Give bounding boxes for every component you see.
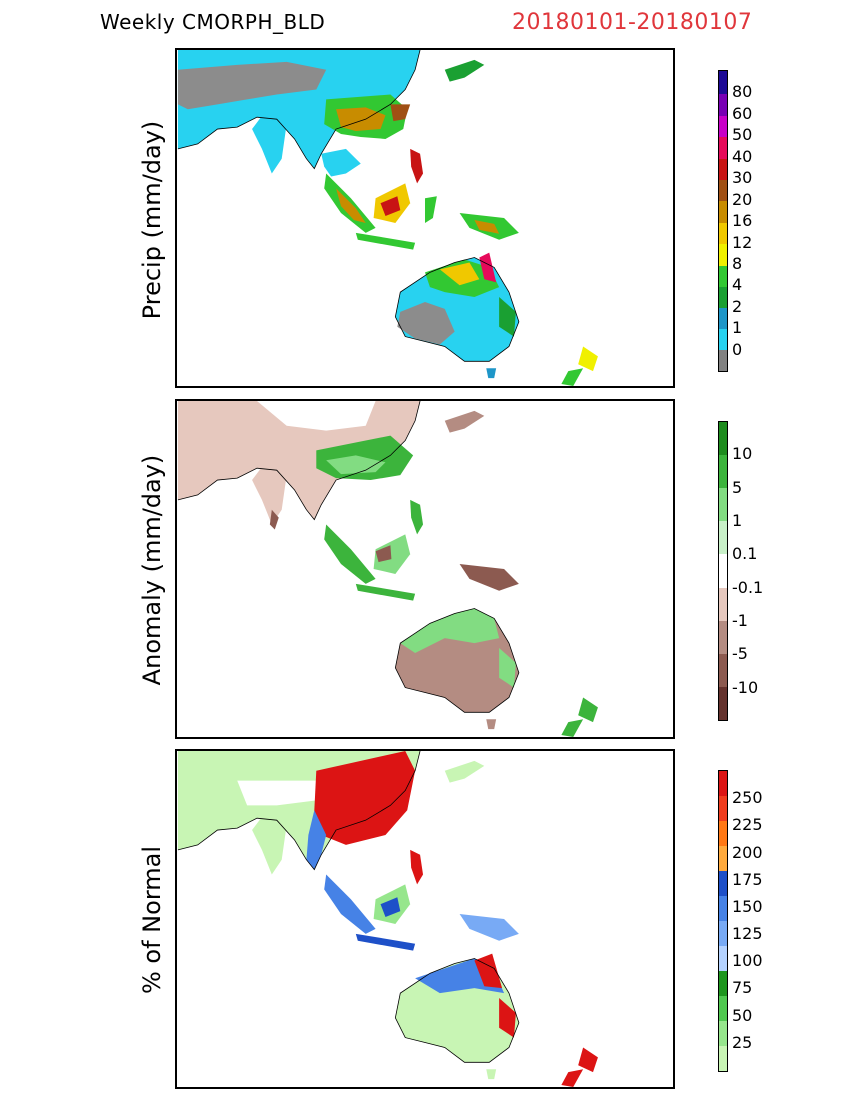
anomaly-tick-label: -10 [732,678,759,697]
panel-1-ylabel: Precip (mm/day) [138,120,166,320]
precip-tick-label: 2 [732,297,743,316]
anomaly-tick-label: -0.1 [732,578,764,597]
percent-tick-label: 125 [732,924,763,943]
precip-tick-label: 1 [732,318,743,337]
anomaly-tick-label: -5 [732,644,748,663]
percent-normal-colorbar [718,770,728,1072]
precip-tick-label: 50 [732,125,753,144]
precip-tick-label: 0 [732,340,743,359]
percent-tick-label: 25 [732,1033,753,1052]
anomaly-tick-label: -1 [732,611,748,630]
period-title: 20180101-20180107 [512,10,753,35]
percent-tick-label: 100 [732,951,763,970]
precip-tick-label: 80 [732,82,753,101]
precip-tick-label: 16 [732,211,753,230]
percent-tick-label: 200 [732,843,763,862]
percent-tick-label: 225 [732,815,763,834]
precip-map-drawing [177,50,598,386]
panel-2-ylabel: Anomaly (mm/day) [138,454,166,686]
precip-colorbar [718,70,728,372]
precip-tick-label: 60 [732,104,753,123]
anomaly-tick-label: 1 [732,511,743,530]
percent-tick-label: 75 [732,978,753,997]
precip-tick-label: 4 [732,275,743,294]
anomaly-tick-label: 10 [732,444,753,463]
product-title: Weekly CMORPH_BLD [100,10,326,34]
percent-tick-label: 150 [732,897,763,916]
panel-3-ylabel: % of Normal [138,845,166,995]
precip-tick-label: 20 [732,190,753,209]
precip-map [175,48,675,388]
percent-tick-label: 50 [732,1006,753,1025]
precip-tick-label: 8 [732,254,743,273]
percent-normal-map [175,749,675,1089]
percent-tick-label: 250 [732,788,763,807]
percent-normal-map-drawing [177,751,598,1087]
precip-tick-label: 30 [732,168,753,187]
precip-tick-label: 12 [732,233,753,252]
anomaly-map [175,399,675,739]
anomaly-tick-label: 5 [732,478,743,497]
anomaly-tick-label: 0.1 [732,544,758,563]
percent-tick-label: 175 [732,870,763,889]
precip-tick-label: 40 [732,147,753,166]
anomaly-map-drawing [177,401,598,737]
anomaly-colorbar [718,421,728,721]
